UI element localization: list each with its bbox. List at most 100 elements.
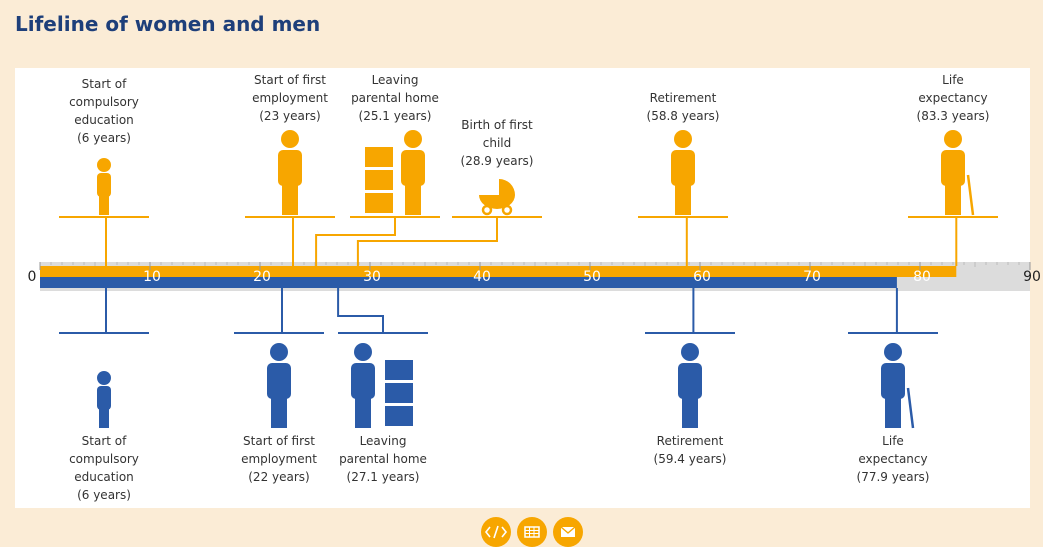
connector <box>358 217 497 266</box>
event-name: Start of compulsory education <box>64 432 144 486</box>
x-tick-label: 0 <box>28 269 37 285</box>
icon <box>941 130 973 215</box>
event-name: Life expectancy <box>853 432 933 468</box>
icon-head <box>354 343 372 361</box>
icon-head <box>97 158 111 172</box>
event-label: Start of first employment(22 years) <box>229 432 329 486</box>
event-label: Start of first employment(23 years) <box>240 71 340 125</box>
icon-stroller <box>479 179 515 209</box>
icon-box <box>385 406 413 426</box>
icon-cane <box>968 175 973 215</box>
icon-wheel <box>483 206 491 214</box>
icon-box <box>365 147 393 167</box>
event-value: (6 years) <box>64 129 144 147</box>
icon-body <box>881 363 905 399</box>
icon-head <box>944 130 962 148</box>
icon-box <box>385 383 413 403</box>
icon-body <box>941 150 965 186</box>
icon <box>678 343 702 428</box>
event-name: Retirement <box>643 89 723 107</box>
event-label: Life expectancy(77.9 years) <box>853 432 933 486</box>
icon-head <box>270 343 288 361</box>
icon-legs <box>271 397 287 428</box>
icon-cane <box>908 388 913 428</box>
icon-legs <box>945 184 961 215</box>
icon-body <box>278 150 302 186</box>
event-label: Birth of first child(28.9 years) <box>457 116 537 170</box>
icon-head <box>884 343 902 361</box>
event-label: Start of compulsory education(6 years) <box>64 432 144 504</box>
event-name: Start of first employment <box>240 71 340 107</box>
icon-legs <box>885 397 901 428</box>
icon-legs <box>405 184 421 215</box>
event-value: (23 years) <box>240 107 340 125</box>
event-label: Leaving parental home(25.1 years) <box>348 71 443 125</box>
event-label: Leaving parental home(27.1 years) <box>333 432 433 486</box>
event-value: (83.3 years) <box>916 107 991 125</box>
icon-legs <box>675 184 691 215</box>
icon-body <box>401 150 425 186</box>
icon-body <box>97 173 111 197</box>
icon-body <box>671 150 695 186</box>
event-value: (6 years) <box>64 486 144 504</box>
icon-box <box>385 360 413 380</box>
event-label: Life expectancy(83.3 years) <box>916 71 991 125</box>
icon <box>267 343 291 428</box>
icon-legs <box>99 408 109 428</box>
icon-box <box>365 193 393 213</box>
x-tick-label: 10 <box>143 269 161 285</box>
event-value: (25.1 years) <box>348 107 443 125</box>
icon-box <box>365 170 393 190</box>
event-value: (58.8 years) <box>643 107 723 125</box>
event-name: Life expectancy <box>916 71 991 107</box>
icon-legs <box>682 397 698 428</box>
event-name: Leaving parental home <box>333 432 433 468</box>
email-button[interactable] <box>553 517 583 547</box>
event-name: Birth of first child <box>457 116 537 152</box>
table-button[interactable] <box>517 517 547 547</box>
lifeline-bar <box>40 277 897 288</box>
event-name: Retirement <box>650 432 730 450</box>
icon-legs <box>282 184 298 215</box>
event-label: Retirement(58.8 years) <box>643 89 723 125</box>
icon-head <box>97 371 111 385</box>
x-tick-label: 60 <box>693 269 711 285</box>
connector <box>338 288 383 333</box>
event-label: Retirement(59.4 years) <box>650 432 730 468</box>
icon <box>365 130 425 215</box>
event-label: Start of compulsory education(6 years) <box>64 75 144 147</box>
icon-wheel <box>503 206 511 214</box>
event-value: (59.4 years) <box>650 450 730 468</box>
icon-head <box>281 130 299 148</box>
event-name: Leaving parental home <box>348 71 443 107</box>
icon-body <box>267 363 291 399</box>
icon <box>97 158 111 215</box>
icon-head <box>681 343 699 361</box>
icon-head <box>674 130 692 148</box>
x-tick-label: 90 <box>1023 269 1041 285</box>
x-tick-label: 40 <box>473 269 491 285</box>
event-value: (22 years) <box>229 468 329 486</box>
x-tick-label: 50 <box>583 269 601 285</box>
x-tick-label: 70 <box>803 269 821 285</box>
event-name: Start of first employment <box>229 432 329 468</box>
x-tick-label: 80 <box>913 269 931 285</box>
icon-legs <box>355 397 371 428</box>
embed-button[interactable] <box>481 517 511 547</box>
icon <box>671 130 695 215</box>
page: Lifeline of women and men 01020304050607… <box>0 0 1043 547</box>
event-value: (27.1 years) <box>333 468 433 486</box>
event-value: (77.9 years) <box>853 468 933 486</box>
icon-body <box>97 386 111 410</box>
x-tick-label: 30 <box>363 269 381 285</box>
icon-body <box>351 363 375 399</box>
icon-legs <box>99 195 109 215</box>
event-name: Start of compulsory education <box>64 75 144 129</box>
icon <box>881 343 913 428</box>
icon-head <box>404 130 422 148</box>
x-tick-label: 20 <box>253 269 271 285</box>
icon-body <box>678 363 702 399</box>
icon <box>351 343 413 428</box>
event-value: (28.9 years) <box>457 152 537 170</box>
icon <box>278 130 302 215</box>
